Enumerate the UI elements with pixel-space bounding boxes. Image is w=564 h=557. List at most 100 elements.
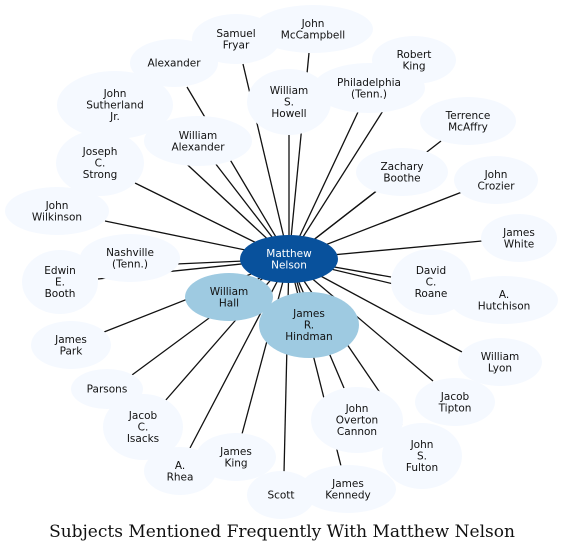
node-jacob-tipton-label-line: Tipton: [438, 402, 472, 414]
node-terrence-mcaffry-label-line: Terrence: [445, 110, 491, 122]
node-william-s-howell-shape: [247, 69, 331, 135]
node-scott-shape: [247, 471, 315, 519]
node-joseph-c-strong-label-line: Joseph: [82, 146, 118, 158]
node-edwin-e-booth-label-line: Booth: [45, 288, 76, 300]
node-john-s-fulton-shape: [382, 423, 462, 489]
node-james-park-label-line: James: [54, 334, 87, 346]
node-nashville-tenn-shape: [80, 234, 180, 282]
node-terrence-mcaffry-label-line: McAffry: [448, 121, 488, 133]
graph-caption: Subjects Mentioned Frequently With Matth…: [49, 522, 515, 542]
node-david-c-roane-label-line: Roane: [415, 288, 448, 300]
node-william-hall-label-line: Hall: [219, 297, 239, 309]
node-james-kennedy-label-line: James: [331, 478, 364, 490]
node-william-s-howell-label-line: William: [270, 85, 308, 97]
node-jacob-c-isacks-label-line: Jacob: [128, 410, 158, 422]
node-james-kennedy-shape: [300, 465, 396, 513]
node-john-s-fulton-label-line: John: [410, 439, 434, 451]
node-jacob-tipton-label-line: Jacob: [440, 391, 470, 403]
node-samuel-fryar-shape: [192, 14, 280, 64]
node-scott-label-line: Scott: [267, 490, 294, 502]
node-terrence-mcaffry-shape: [420, 97, 516, 145]
node-parsons-label-line: Parsons: [87, 384, 128, 396]
node-william-lyon-label-line: William: [481, 351, 519, 363]
node-james-park-label-line: Park: [60, 345, 84, 357]
node-john-mccampbell-label-line: John: [301, 18, 325, 30]
node-nashville-tenn-label-line: (Tenn.): [112, 258, 148, 270]
node-william-s-howell-label-line: Howell: [271, 108, 306, 120]
node-nashville-tenn-label-line: Nashville: [106, 247, 154, 259]
node-james-r-hindman-label-line: R.: [304, 320, 314, 332]
node-john-overton-cannon-label-line: John: [345, 403, 369, 415]
node-john-mccampbell-label-line: McCampbell: [281, 29, 345, 41]
node-john-s-fulton-label-line: Fulton: [406, 462, 438, 474]
node-joseph-c-strong-shape: [56, 130, 144, 196]
center-node-label-line: Nelson: [271, 259, 307, 271]
node-jacob-tipton-shape: [415, 378, 495, 426]
center-node-shape: [240, 235, 338, 283]
node-a-hutchison[interactable]: A.Hutchison: [450, 276, 558, 324]
node-samuel-fryar-label-line: Fryar: [223, 39, 250, 51]
node-william-hall-shape: [185, 273, 273, 321]
node-james-white-shape: [481, 214, 557, 262]
node-robert-king-label-line: King: [402, 60, 425, 72]
node-jacob-c-isacks-label-line: Isacks: [127, 433, 159, 445]
node-a-rhea-label-line: Rhea: [167, 471, 194, 483]
node-philadelphia-tenn-label-line: (Tenn.): [351, 88, 387, 100]
node-john-overton-cannon-label-line: Cannon: [337, 426, 377, 438]
node-john-sutherland-jr-label-line: Sutherland: [86, 100, 144, 112]
node-john-sutherland-jr-shape: [57, 71, 173, 139]
node-a-rhea-label-line: A.: [175, 460, 185, 472]
node-philadelphia-tenn-shape: [313, 63, 425, 113]
node-john-wilkinson-label-line: Wilkinson: [32, 211, 82, 223]
edge-jacob-c-isacks: [164, 258, 290, 402]
node-zachary-boothe-label-line: Boothe: [383, 172, 420, 184]
node-a-hutchison-label-line: Hutchison: [478, 300, 531, 312]
node-william-alexander-label-line: Alexander: [171, 141, 225, 153]
node-nashville-tenn[interactable]: Nashville(Tenn.): [80, 234, 180, 282]
node-william-alexander-shape: [144, 116, 252, 166]
network-graph: JohnMcCampbellSamuelFryarRobertKingAlexa…: [5, 5, 558, 519]
node-william-alexander-label-line: William: [179, 130, 217, 142]
node-john-crozier-label-line: John: [484, 169, 508, 181]
node-a-rhea[interactable]: A.Rhea: [144, 447, 216, 495]
node-alexander[interactable]: Alexander: [130, 39, 218, 87]
node-jacob-c-isacks-label-line: C.: [138, 422, 149, 434]
center-node-label-line: Matthew: [266, 248, 312, 260]
node-john-crozier-label-line: Crozier: [477, 180, 515, 192]
node-john-overton-cannon-shape: [311, 387, 403, 453]
node-jacob-c-isacks-shape: [103, 394, 183, 460]
node-james-king-shape: [196, 433, 276, 481]
node-zachary-boothe-shape: [356, 148, 448, 196]
node-philadelphia-tenn[interactable]: Philadelphia(Tenn.): [313, 63, 425, 113]
node-john-wilkinson-shape: [5, 187, 109, 235]
node-scott[interactable]: Scott: [247, 471, 315, 519]
node-samuel-fryar-label-line: Samuel: [216, 28, 255, 40]
node-alexander-shape: [130, 39, 218, 87]
node-james-white-label-line: James: [502, 227, 535, 239]
node-philadelphia-tenn-label-line: Philadelphia: [337, 77, 401, 89]
node-a-hutchison-shape: [450, 276, 558, 324]
